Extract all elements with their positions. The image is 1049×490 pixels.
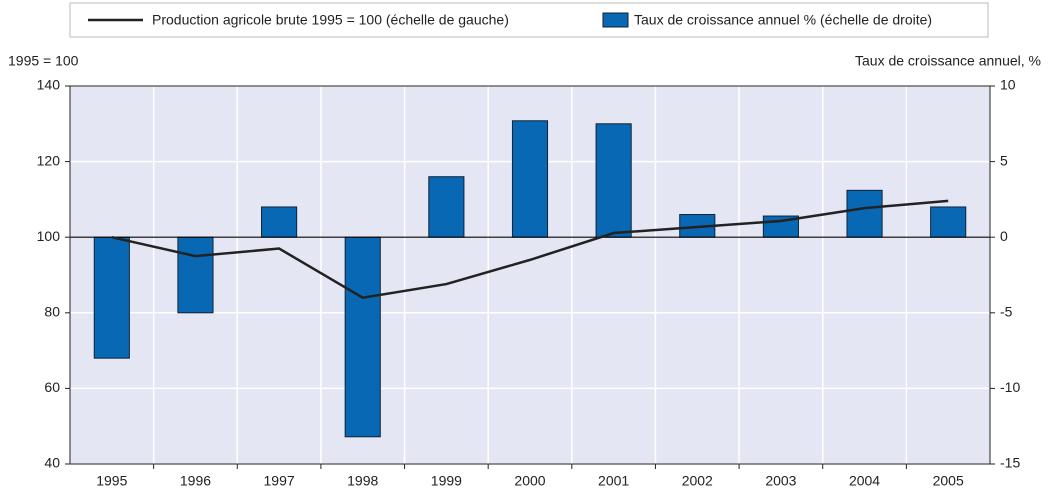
bar [930,206,967,238]
y2-tick-label: -10 [1000,379,1020,395]
x-tick-label: 2005 [933,473,964,489]
bar [93,236,130,359]
bar [344,236,381,438]
x-tick-label: 1999 [431,473,462,489]
x-tick-label: 1998 [347,473,378,489]
y-tick-label: 100 [37,228,61,244]
x-tick-label: 2003 [765,473,796,489]
x-tick-label: 2004 [849,473,880,489]
legend-label: Production agricole brute 1995 = 100 (éc… [152,12,509,28]
y-tick-label: 120 [37,152,61,168]
y-tick-label: 40 [44,455,60,471]
x-tick-label: 2000 [514,473,545,489]
y2-tick-label: -5 [1000,304,1013,320]
bar [511,120,549,238]
legend-box [69,2,989,38]
bar [177,236,214,314]
y-tick-label: 60 [44,379,60,395]
y2-axis-label: Taux de croissance annuel, % [855,53,1041,69]
x-tick-label: 2002 [682,473,713,489]
y-axis-label: 1995 = 100 [8,53,79,69]
x-tick-label: 1997 [264,473,295,489]
x-tick-label: 2001 [598,473,629,489]
bar [595,123,632,238]
x-tick-label: 1995 [96,473,127,489]
y2-tick-label: 10 [1000,77,1016,93]
y2-tick-label: 0 [1000,228,1008,244]
legend-label: Taux de croissance annuel % (échelle de … [634,12,932,28]
y2-tick-label: -15 [1000,455,1020,471]
y2-tick-label: 5 [1000,152,1008,168]
bar [846,189,883,238]
y-tick-label: 80 [44,304,60,320]
line [111,199,949,299]
y-tick-label: 140 [37,77,61,93]
bar [428,176,465,238]
legend-swatch [602,12,629,28]
bar [261,206,298,238]
x-tick-label: 1996 [180,473,211,489]
plot-frame [69,85,991,465]
